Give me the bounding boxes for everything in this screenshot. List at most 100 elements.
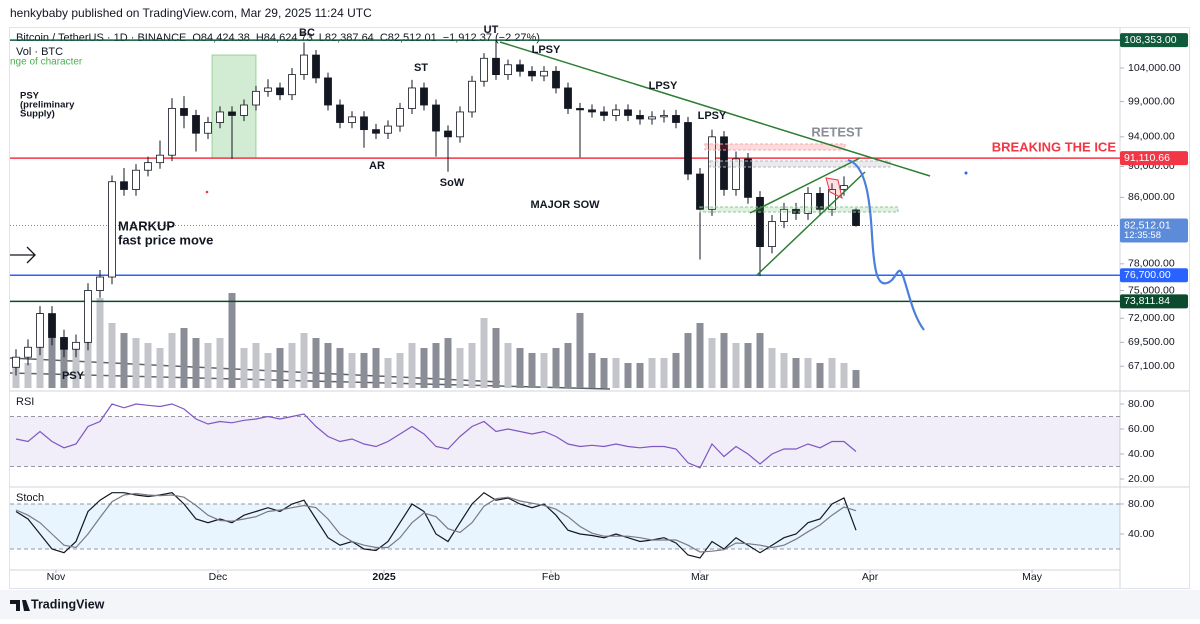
candle-body [120, 181, 128, 190]
volume-bar [612, 358, 620, 388]
candle-body [360, 116, 368, 131]
level-label: 108,353.00 [1124, 34, 1177, 46]
candle-body [288, 74, 296, 96]
candle-body [840, 185, 848, 190]
volume-bar [336, 348, 344, 388]
symbol-title: Bitcoin / TetherUS · 1D · BINANCE [16, 32, 186, 44]
volume-bar [804, 358, 812, 388]
annotation: Supply) [20, 109, 55, 120]
candle-body [672, 115, 680, 123]
y-tick-label: 40.00 [1128, 448, 1154, 460]
volume-bar [180, 328, 188, 388]
volume-bar [780, 353, 788, 388]
volume-bar [204, 343, 212, 388]
dot [205, 190, 209, 194]
candle-body [84, 290, 92, 343]
volume-bar [696, 323, 704, 388]
candle-body [468, 80, 476, 113]
x-tick-label: Feb [542, 571, 560, 583]
candle-body [180, 108, 188, 116]
volume-bar [540, 353, 548, 388]
marker-box [825, 177, 843, 199]
candle-body [12, 356, 20, 368]
volume-bar [648, 358, 656, 388]
level-countdown: 12:35:58 [1124, 230, 1161, 241]
ohlc: L82,387.64 [319, 32, 374, 44]
volume-bar [492, 328, 500, 388]
volume-bar [96, 298, 104, 388]
level-label: 91,110.66 [1124, 152, 1170, 164]
volume-bar [420, 348, 428, 388]
candle-body [852, 209, 860, 226]
volume-bar [24, 363, 32, 388]
candle-body [792, 208, 800, 214]
volume-bar [480, 318, 488, 388]
volume-bar [264, 353, 272, 388]
level-label: 76,700.00 [1124, 269, 1171, 281]
x-tick-label: Nov [47, 571, 66, 583]
drawings: BC UT LPSY ST LPSY LPSY RETEST BREAKING … [10, 24, 1116, 382]
annotation: PSY [20, 91, 40, 102]
volume-bar [708, 338, 716, 388]
annotation: BREAKING THE ICE [992, 139, 1117, 154]
candle-body [516, 64, 524, 72]
y-tick-label: 86,000.00 [1128, 191, 1175, 203]
candle-body [732, 158, 740, 190]
candle-body [708, 136, 716, 210]
candle-body [684, 122, 692, 175]
volume-bar [732, 343, 740, 388]
annotation: LPSY [698, 110, 727, 122]
candle-body [336, 104, 344, 123]
candle-body [396, 108, 404, 127]
volume-bar [444, 338, 452, 388]
candle-body [348, 116, 356, 123]
candle-body [240, 104, 248, 116]
candle-body [588, 109, 596, 113]
volume-bar [564, 343, 572, 388]
volume-bar [816, 363, 824, 388]
annotation: RETEST [811, 124, 862, 139]
candle-body [156, 154, 164, 164]
candle-body [540, 70, 548, 77]
y-tick-label: 20.00 [1128, 473, 1154, 485]
candle-body [612, 109, 620, 116]
candle-body [504, 64, 512, 76]
y-tick-label: 40.00 [1128, 528, 1154, 540]
volume-bar [528, 353, 536, 388]
candle-body [648, 116, 656, 120]
volume-bar [600, 358, 608, 388]
arrow [10, 246, 36, 264]
volume-bar [276, 348, 284, 388]
annotation: fast price move [118, 232, 213, 247]
y-tick-label: 104,000.00 [1128, 62, 1181, 74]
annotation: MAJOR SOW [530, 199, 600, 211]
volume-bar [132, 338, 140, 388]
volume-bar [120, 333, 128, 388]
downtrend-line [499, 41, 931, 177]
volume-bar [588, 353, 596, 388]
y-tick-label: 80.00 [1128, 398, 1154, 410]
annotation: PSY [62, 370, 85, 382]
candle-body [456, 111, 464, 138]
annotation: MARKUP [118, 218, 175, 233]
volume-bar [60, 343, 68, 388]
ohlc: O84,424.38 [192, 32, 250, 44]
pane-title: Stoch [16, 492, 44, 504]
candle-body [768, 221, 776, 247]
annotation: SoW [440, 177, 465, 189]
dot [964, 171, 968, 175]
volume-bar [384, 358, 392, 388]
volume-bar [348, 353, 356, 388]
candle-body [312, 54, 320, 79]
volume-bar [288, 343, 296, 388]
candle-body [168, 108, 176, 156]
y-tick-label: 69,500.00 [1128, 336, 1175, 348]
level-label: 82,512.01 [1124, 219, 1171, 231]
annotation: UT [484, 24, 499, 36]
candle-body [408, 87, 416, 109]
y-tick-label: 99,000.00 [1128, 95, 1175, 107]
candle-body [624, 109, 632, 116]
candle-body [804, 193, 812, 214]
volume-bar [84, 328, 92, 388]
annotation: LPSY [649, 80, 678, 92]
